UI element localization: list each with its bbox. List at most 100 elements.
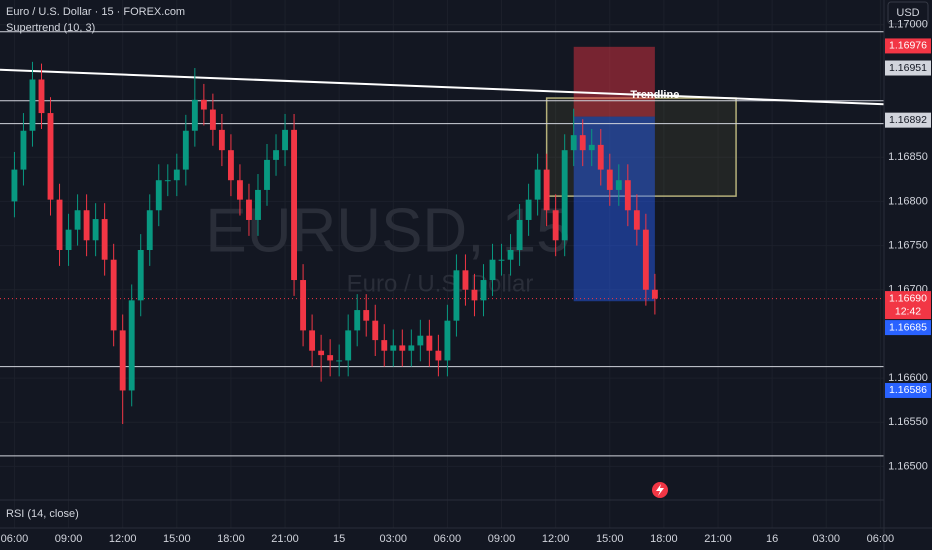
candle-body — [543, 169, 550, 211]
candle-body — [507, 250, 514, 260]
candle-body — [110, 259, 117, 331]
price-label: 1.16951 — [889, 62, 927, 74]
y-tick-label: 1.16550 — [888, 416, 928, 428]
price-label-box — [885, 320, 931, 336]
candle-body — [453, 270, 460, 321]
y-tick-label: 1.16750 — [888, 239, 928, 251]
watermark-sub: Euro / U.S. Dollar — [347, 270, 534, 297]
price-label-box — [885, 291, 931, 320]
zone — [545, 97, 737, 197]
price-label: 1.16892 — [889, 114, 927, 126]
candle-body — [606, 169, 613, 190]
price-label: 1.16586 — [889, 384, 927, 396]
candle-body — [399, 345, 406, 351]
candle-body — [218, 129, 225, 151]
x-tick-label: 09:00 — [55, 533, 83, 545]
x-tick-label: 09:00 — [488, 533, 516, 545]
trendline — [0, 68, 885, 106]
candle-body — [38, 79, 45, 114]
candle-body — [615, 180, 622, 190]
candle-body — [381, 340, 388, 351]
y-tick-label: 1.16850 — [888, 151, 928, 163]
candle-body — [11, 169, 18, 202]
candle-body — [74, 210, 81, 230]
x-tick-label: 18:00 — [650, 533, 678, 545]
candle-body — [336, 360, 343, 362]
candle-body — [119, 330, 126, 391]
candle-body — [318, 350, 325, 356]
candle-body — [444, 320, 451, 361]
candle-body — [128, 300, 135, 391]
candle-body — [345, 330, 352, 361]
currency[interactable]: USD — [896, 7, 919, 19]
x-tick-label: 21:00 — [704, 533, 732, 545]
candle-body — [588, 144, 595, 151]
price-label-box — [885, 60, 931, 76]
candle-body — [633, 210, 640, 230]
currency-button[interactable] — [887, 1, 929, 25]
candle-body — [146, 210, 153, 250]
candle-body — [489, 259, 496, 281]
candle-body — [101, 219, 108, 260]
candle-body — [191, 99, 198, 131]
candle-body — [534, 169, 541, 200]
x-tick-label: 12:00 — [542, 533, 570, 545]
candle-body — [92, 219, 99, 241]
price-label: 1.16976 — [889, 40, 927, 52]
event-icon-glyph — [656, 484, 664, 496]
candle-body — [525, 199, 532, 220]
candle-body — [155, 180, 162, 211]
candle-body — [164, 180, 171, 182]
x-tick-label: 18:00 — [217, 533, 245, 545]
candle-body — [273, 150, 279, 160]
candle-body — [65, 229, 72, 250]
candle-body — [309, 330, 316, 351]
candle-body — [282, 129, 288, 151]
x-tick-label: 06:00 — [1, 533, 29, 545]
x-tick-label: 15:00 — [163, 533, 191, 545]
candle-body — [47, 113, 54, 200]
x-tick-label: 21:00 — [271, 533, 299, 545]
candle-body — [300, 280, 307, 331]
y-tick-label: 1.16500 — [888, 460, 928, 472]
price-label-sub: 12:42 — [895, 305, 921, 317]
candle-body — [173, 169, 180, 181]
candle-body — [426, 335, 433, 351]
x-tick-label: 03:00 — [380, 533, 408, 545]
y-tick-label: 1.16800 — [888, 195, 928, 207]
candle-body — [137, 250, 144, 301]
candle-body — [390, 345, 397, 351]
candle-body — [227, 150, 234, 181]
candle-body — [255, 189, 261, 220]
candle-body — [462, 270, 469, 290]
candle-body — [552, 210, 559, 241]
candle-body — [182, 130, 189, 170]
price-label-box — [885, 382, 931, 398]
lower-pane-label: RSI (14, close) — [6, 508, 79, 520]
x-tick-label: 16 — [766, 533, 778, 545]
candle-body — [237, 180, 243, 200]
candle-body — [570, 135, 577, 151]
candle-body — [246, 199, 252, 220]
candle-body — [20, 130, 27, 170]
candle-body — [264, 159, 270, 190]
candle-body — [327, 355, 334, 361]
chart-title: Euro / U.S. Dollar · 15 · FOREX.com — [6, 6, 185, 18]
price-label: 1.16690 — [889, 292, 927, 304]
candle-body — [29, 79, 36, 131]
candle-body — [408, 345, 415, 351]
target-zone — [573, 116, 655, 302]
candle-body — [363, 310, 370, 321]
candle-body — [579, 135, 586, 151]
candle-body — [200, 99, 207, 110]
candle-body — [597, 144, 604, 170]
candle-body — [209, 109, 216, 130]
candle-body — [561, 150, 568, 241]
x-tick-label: 03:00 — [813, 533, 841, 545]
candle-body — [624, 180, 631, 211]
candle-body — [480, 280, 487, 301]
candle-body — [516, 219, 523, 250]
candle-body — [417, 335, 424, 346]
